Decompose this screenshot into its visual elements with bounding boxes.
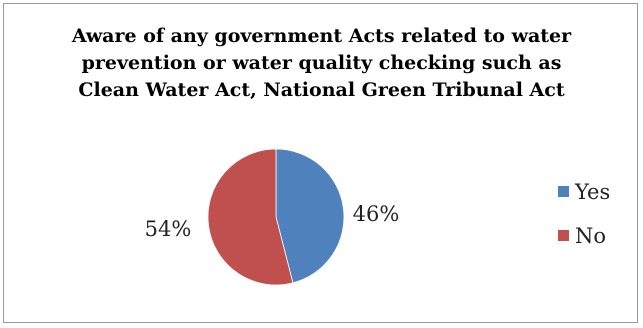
pie-slice-yes [275,148,345,284]
pie-labels: 46% 54% [145,202,400,241]
chart-title-line-1: Aware of any government Acts related to … [71,25,572,47]
pie-slices [207,148,345,286]
legend: Yes No [558,180,610,248]
legend-label-no: No [575,224,606,248]
chart-title-line-2: prevention or water quality checking suc… [81,52,562,74]
chart-title: Aware of any government Acts related to … [0,23,643,104]
data-label-yes: 46% [353,202,400,226]
legend-swatch-yes [558,186,569,197]
legend-swatch-no [558,230,569,241]
pie-slice-no [207,148,294,286]
chart-frame [3,3,638,323]
chart-title-line-3: Clean Water Act, National Green Tribunal… [78,79,565,101]
data-label-no: 54% [145,217,192,241]
legend-label-yes: Yes [574,180,610,204]
